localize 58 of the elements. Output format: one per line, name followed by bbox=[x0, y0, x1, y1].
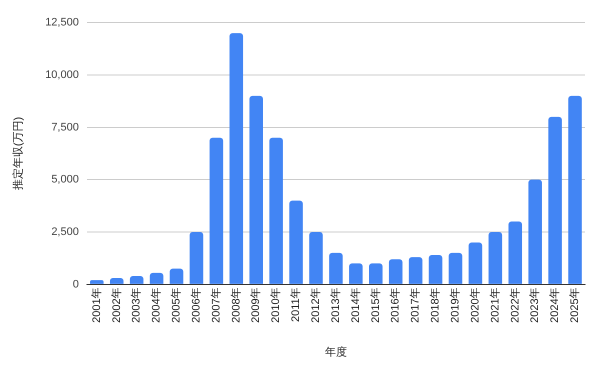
x-tick-label: 2011年 bbox=[290, 287, 302, 322]
x-tick-label: 2002年 bbox=[110, 287, 123, 323]
bar bbox=[528, 180, 542, 284]
x-tick-label: 2020年 bbox=[469, 287, 482, 323]
x-tick-label: 2009年 bbox=[250, 287, 262, 323]
bar bbox=[508, 222, 522, 284]
x-tick-label: 2023年 bbox=[529, 287, 542, 323]
bar bbox=[388, 259, 402, 284]
bar bbox=[568, 96, 582, 284]
bar bbox=[210, 138, 224, 284]
bar bbox=[110, 278, 124, 284]
x-tick-label: 2015年 bbox=[370, 287, 382, 323]
bar bbox=[369, 263, 383, 284]
x-tick-label: 2013年 bbox=[330, 287, 342, 323]
bar bbox=[309, 232, 323, 284]
x-tick-label: 2021年 bbox=[489, 287, 502, 323]
x-tick-label: 2019年 bbox=[450, 287, 462, 323]
bar bbox=[190, 232, 204, 284]
bar bbox=[230, 33, 244, 284]
x-tick-label: 2014年 bbox=[350, 287, 362, 323]
bar bbox=[150, 272, 164, 284]
bar bbox=[130, 276, 144, 284]
x-tick-label: 2001年 bbox=[90, 287, 103, 323]
x-tick-label: 2010年 bbox=[270, 287, 282, 323]
y-axis-title: 推定年収(万円) bbox=[12, 116, 25, 190]
x-axis-title: 年度 bbox=[324, 345, 347, 358]
bar bbox=[269, 138, 283, 284]
x-tick-label: 2004年 bbox=[150, 287, 163, 323]
bar bbox=[90, 280, 104, 284]
x-tick-label: 2018年 bbox=[430, 287, 442, 323]
bar bbox=[289, 200, 303, 284]
x-tick-label: 2006年 bbox=[190, 287, 202, 323]
x-tick-label: 2003年 bbox=[130, 287, 143, 323]
y-tick-label: 7,500 bbox=[51, 121, 79, 134]
x-tick-label: 2008年 bbox=[230, 287, 242, 323]
x-tick-label: 2022年 bbox=[509, 287, 522, 323]
x-tick-label: 2005年 bbox=[170, 287, 183, 323]
y-tick-label: 5,000 bbox=[51, 174, 79, 186]
x-tick-label: 2024年 bbox=[549, 287, 562, 323]
y-tick-label: 10,000 bbox=[45, 68, 79, 81]
bar bbox=[428, 255, 442, 284]
bar bbox=[488, 232, 502, 284]
x-tick-label: 2016年 bbox=[390, 287, 402, 323]
bar bbox=[249, 96, 263, 284]
bar bbox=[349, 263, 363, 284]
y-tick-label: 0 bbox=[72, 278, 79, 290]
bar bbox=[408, 257, 422, 284]
x-tick-label: 2025年 bbox=[569, 287, 582, 323]
y-tick-label: 2,500 bbox=[51, 226, 79, 238]
bar bbox=[468, 242, 482, 284]
x-tick-label: 2012年 bbox=[310, 287, 322, 323]
x-tick-label: 2017年 bbox=[410, 287, 422, 323]
bar bbox=[329, 252, 343, 284]
bar bbox=[548, 116, 562, 284]
x-tick-label: 2007年 bbox=[210, 287, 222, 323]
y-tick-label: 12,500 bbox=[45, 16, 79, 29]
bar bbox=[448, 252, 462, 284]
bar bbox=[170, 268, 184, 284]
